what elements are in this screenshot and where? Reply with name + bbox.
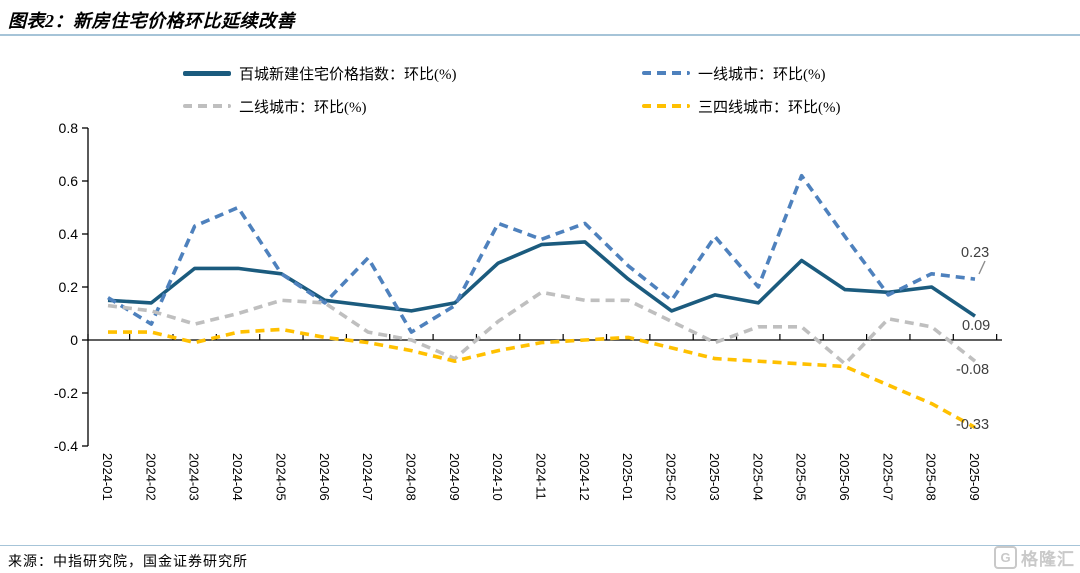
svg-text:2024-11: 2024-11 bbox=[534, 453, 549, 500]
svg-text:0.2: 0.2 bbox=[59, 279, 79, 295]
dashed-line-swatch-icon bbox=[642, 71, 690, 75]
svg-text:2024-06: 2024-06 bbox=[317, 453, 332, 501]
figure-title: 图表2：新房住宅价格环比延续改善 bbox=[8, 11, 295, 31]
dashed-line-swatch-icon bbox=[183, 104, 231, 108]
svg-text:-0.4: -0.4 bbox=[54, 438, 78, 454]
svg-text:2024-08: 2024-08 bbox=[403, 453, 418, 501]
svg-text:2024-12: 2024-12 bbox=[577, 453, 592, 501]
legend-item-tier2-cities: 二线城市：环比(%) bbox=[183, 96, 367, 116]
svg-text:0.6: 0.6 bbox=[59, 173, 79, 189]
legend-label: 二线城市：环比(%) bbox=[239, 99, 367, 116]
gelonghui-logo-icon: G bbox=[994, 546, 1017, 569]
svg-text:2024-10: 2024-10 bbox=[490, 453, 505, 501]
svg-text:2025-01: 2025-01 bbox=[620, 453, 635, 501]
annotation-tier2-last-value: -0.08 bbox=[956, 362, 990, 378]
svg-text:2025-05: 2025-05 bbox=[794, 453, 809, 501]
svg-text:2025-06: 2025-06 bbox=[837, 453, 852, 501]
title-underline bbox=[0, 34, 1080, 36]
legend-label: 三四线城市：环比(%) bbox=[698, 99, 841, 116]
footer-divider bbox=[0, 545, 1080, 546]
legend-item-baicheng-index: 百城新建住宅价格指数：环比(%) bbox=[183, 63, 457, 83]
svg-text:0.8: 0.8 bbox=[59, 120, 79, 136]
legend-item-tier34-cities: 三四线城市：环比(%) bbox=[642, 96, 841, 116]
legend-label: 百城新建住宅价格指数：环比(%) bbox=[239, 66, 457, 83]
gelonghui-watermark: G 格隆汇 bbox=[994, 545, 1075, 570]
svg-text:2025-07: 2025-07 bbox=[880, 453, 895, 501]
gelonghui-logo-text: 格隆汇 bbox=[1021, 550, 1075, 569]
svg-text:2024-01: 2024-01 bbox=[100, 453, 115, 501]
svg-text:2024-02: 2024-02 bbox=[143, 453, 158, 501]
svg-text:2024-04: 2024-04 bbox=[230, 453, 245, 501]
svg-text:2025-03: 2025-03 bbox=[707, 453, 722, 501]
svg-text:0: 0 bbox=[70, 332, 78, 348]
svg-text:2024-09: 2024-09 bbox=[447, 453, 462, 501]
svg-text:-0.2: -0.2 bbox=[54, 385, 78, 401]
dashed-line-swatch-icon bbox=[642, 104, 690, 108]
svg-text:2025-02: 2025-02 bbox=[664, 453, 679, 501]
legend-item-tier1-cities: 一线城市：环比(%) bbox=[642, 63, 826, 83]
svg-text:2025-09: 2025-09 bbox=[967, 453, 982, 501]
svg-text:2025-04: 2025-04 bbox=[750, 453, 765, 501]
svg-text:2024-03: 2024-03 bbox=[187, 453, 202, 501]
annotation-tier1-last-value: 0.23 bbox=[961, 245, 990, 261]
annotation-tier34-last-value: -0.33 bbox=[956, 417, 990, 433]
svg-text:0.4: 0.4 bbox=[59, 226, 79, 242]
source-note: 来源：中指研究院，国金证券研究所 bbox=[8, 555, 248, 570]
annotation-baicheng-last-value: 0.09 bbox=[962, 318, 991, 334]
svg-text:2024-07: 2024-07 bbox=[360, 453, 375, 501]
legend-label: 一线城市：环比(%) bbox=[698, 66, 826, 83]
svg-text:2025-08: 2025-08 bbox=[924, 453, 939, 501]
svg-text:2024-05: 2024-05 bbox=[273, 453, 288, 501]
solid-line-swatch-icon bbox=[183, 70, 231, 76]
